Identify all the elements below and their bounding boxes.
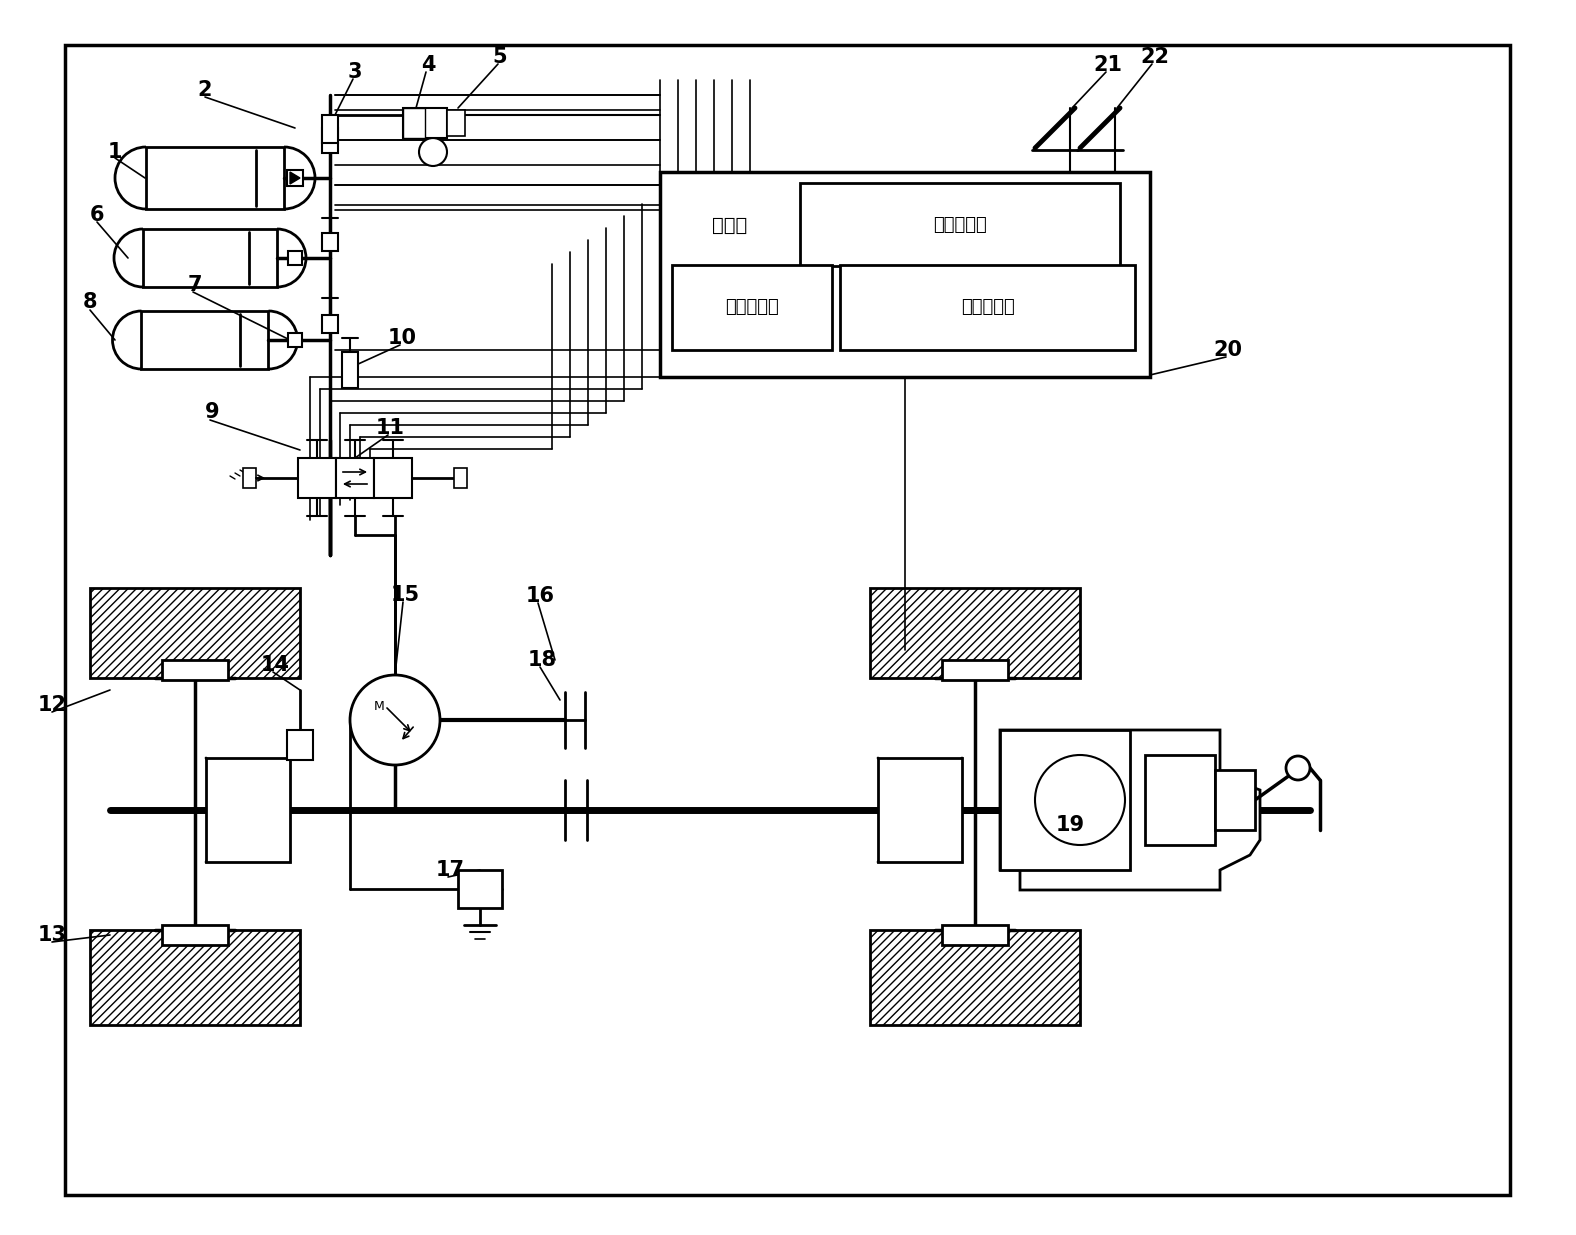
Bar xyxy=(840,266,1135,350)
Text: 4: 4 xyxy=(421,56,435,75)
Text: 20: 20 xyxy=(1214,340,1242,359)
Polygon shape xyxy=(1001,730,1259,890)
Text: 1: 1 xyxy=(107,142,123,162)
Text: M: M xyxy=(374,699,385,713)
Text: 控制器: 控制器 xyxy=(712,215,747,235)
Bar xyxy=(162,925,229,945)
Bar xyxy=(870,588,1080,678)
Bar xyxy=(298,458,336,498)
Bar xyxy=(336,458,374,498)
Text: 15: 15 xyxy=(391,585,419,605)
Bar xyxy=(90,930,299,1025)
Bar xyxy=(459,869,503,908)
Text: 14: 14 xyxy=(260,655,290,676)
Text: 2: 2 xyxy=(197,80,213,100)
Bar xyxy=(1146,755,1215,845)
Text: 18: 18 xyxy=(528,650,556,671)
Bar xyxy=(403,107,448,138)
Text: 11: 11 xyxy=(375,417,405,438)
Text: 模拟量输入: 模拟量输入 xyxy=(933,216,987,233)
Bar xyxy=(671,266,832,350)
Bar xyxy=(288,333,303,347)
Bar xyxy=(660,172,1150,377)
Text: 12: 12 xyxy=(38,695,66,715)
Circle shape xyxy=(1286,756,1310,781)
Bar xyxy=(243,468,255,488)
Text: 3: 3 xyxy=(348,62,362,82)
Text: 7: 7 xyxy=(188,275,202,295)
Bar xyxy=(1215,769,1254,830)
Bar xyxy=(143,228,277,287)
Text: 17: 17 xyxy=(435,860,465,881)
Text: 5: 5 xyxy=(493,47,507,67)
Text: 数字量输出: 数字量输出 xyxy=(725,298,779,316)
Bar xyxy=(942,659,1009,680)
Bar xyxy=(403,107,426,138)
Circle shape xyxy=(419,138,448,165)
Polygon shape xyxy=(290,172,299,184)
Bar xyxy=(374,458,411,498)
Bar xyxy=(942,925,1009,945)
Bar xyxy=(287,730,314,760)
Bar xyxy=(288,251,303,266)
Bar xyxy=(322,233,337,251)
Text: 13: 13 xyxy=(38,925,66,945)
Bar xyxy=(322,115,337,143)
Bar xyxy=(342,352,358,388)
Bar xyxy=(90,588,299,678)
Text: 10: 10 xyxy=(388,329,416,348)
Bar xyxy=(322,315,337,333)
Text: 6: 6 xyxy=(90,205,104,225)
Bar xyxy=(162,659,229,680)
Text: 22: 22 xyxy=(1141,47,1169,67)
Text: 9: 9 xyxy=(205,403,219,422)
Bar xyxy=(870,930,1080,1025)
Text: 模拟量输出: 模拟量输出 xyxy=(961,298,1015,316)
Text: 16: 16 xyxy=(525,585,555,606)
Bar xyxy=(1001,730,1130,869)
Bar xyxy=(147,147,284,209)
Bar xyxy=(206,758,290,862)
Text: 19: 19 xyxy=(1056,815,1084,835)
Bar xyxy=(878,758,961,862)
Bar xyxy=(142,311,268,369)
Bar xyxy=(322,128,337,153)
Bar xyxy=(287,170,303,186)
Bar xyxy=(801,183,1121,266)
Text: 8: 8 xyxy=(84,291,98,312)
Circle shape xyxy=(350,676,440,764)
Text: 21: 21 xyxy=(1094,56,1122,75)
Bar xyxy=(454,468,466,488)
Circle shape xyxy=(1035,755,1125,845)
Bar xyxy=(448,110,465,136)
